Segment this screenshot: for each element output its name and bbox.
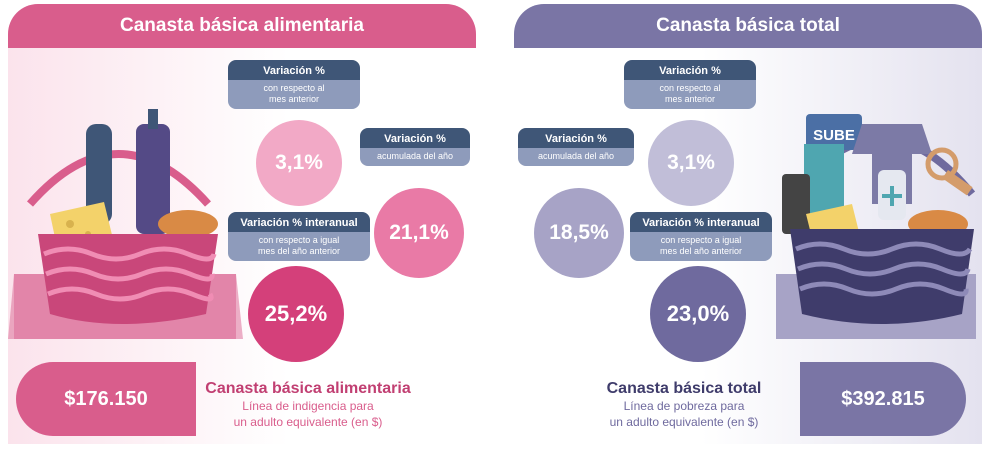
badge-title: Variación % interanual (228, 212, 370, 232)
badge-subtitle: con respecto al mes anterior (228, 80, 360, 109)
footer-title: Canasta básica total (606, 380, 762, 397)
footer-line-1: Línea de pobreza para (623, 399, 745, 413)
basket-food-illustration (8, 109, 243, 339)
circle-variacion-acumulada: 21,1% (374, 188, 464, 278)
badge-variacion-mensual: Variación % con respecto al mes anterior (228, 60, 360, 109)
badge-subtitle: acumulada del año (518, 148, 634, 166)
badge-variacion-interanual: Variación % interanual con respecto a ig… (630, 212, 772, 261)
footer-label: Canasta básica total Línea de pobreza pa… (534, 380, 834, 430)
badge-variacion-interanual: Variación % interanual con respecto a ig… (228, 212, 370, 261)
badge-subtitle: con respecto a igual mes del año anterior (228, 232, 370, 261)
circle-variacion-interanual: 25,2% (248, 266, 344, 362)
badge-title: Variación % (228, 60, 360, 80)
footer-title: Canasta básica alimentaria (205, 380, 411, 397)
sube-card-icon (806, 114, 862, 150)
panel-title: Canasta básica alimentaria (8, 4, 476, 48)
badge-variacion-acumulada: Variación % acumulada del año (360, 128, 470, 166)
basket-total-illustration: SUBE (776, 114, 976, 339)
badge-subtitle: con respecto a igual mes del año anterior (630, 232, 772, 261)
amount-canasta-total: $392.815 (800, 362, 966, 436)
footer-line-1: Línea de indigencia para (242, 399, 374, 413)
circle-variacion-mensual: 3,1% (256, 120, 342, 206)
circle-variacion-acumulada: 18,5% (534, 188, 624, 278)
badge-variacion-acumulada: Variación % acumulada del año (518, 128, 634, 166)
panel-canasta-total: Canasta básica total Variación % acumula… (514, 4, 982, 444)
panel-title: Canasta básica total (514, 4, 982, 48)
badge-title: Variación % interanual (630, 212, 772, 232)
panel-canasta-alimentaria: Canasta básica alimentaria Variación % c… (8, 4, 476, 444)
footer-line-2: un adulto equivalente (en $) (233, 415, 383, 429)
amount-canasta-alimentaria: $176.150 (16, 362, 196, 436)
circle-variacion-interanual: 23,0% (650, 266, 746, 362)
badge-title: Variación % (518, 128, 634, 148)
badge-title: Variación % (360, 128, 470, 148)
badge-subtitle: con respecto al mes anterior (624, 80, 756, 109)
badge-variacion-mensual: Variación % con respecto al mes anterior (624, 60, 756, 109)
badge-subtitle: acumulada del año (360, 148, 470, 166)
footer-label: Canasta básica alimentaria Línea de indi… (158, 380, 458, 430)
badge-title: Variación % (624, 60, 756, 80)
circle-variacion-mensual: 3,1% (648, 120, 734, 206)
footer-line-2: un adulto equivalente (en $) (609, 415, 759, 429)
sube-card-text: SUBE (813, 127, 855, 144)
